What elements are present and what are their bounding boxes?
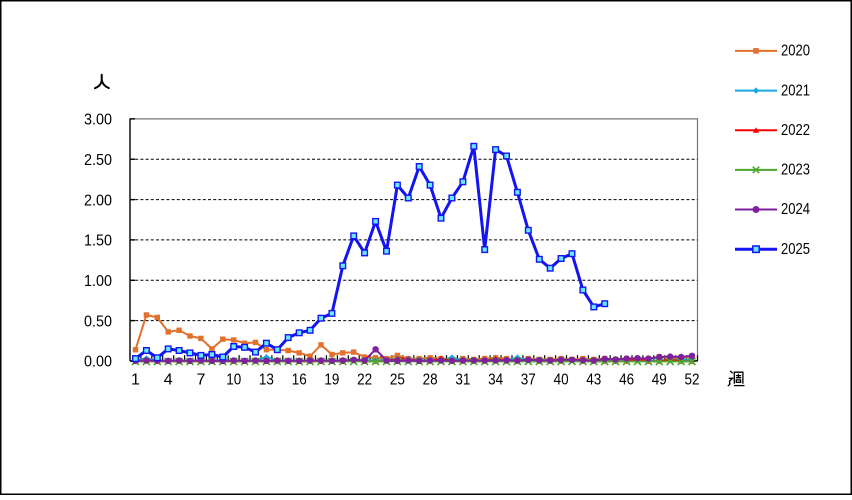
svg-text:2023: 2023: [781, 162, 810, 179]
svg-text:40: 40: [554, 372, 569, 389]
svg-text:46: 46: [619, 372, 634, 389]
svg-text:43: 43: [586, 372, 601, 389]
svg-text:7: 7: [196, 372, 205, 389]
svg-text:1.00: 1.00: [84, 273, 112, 290]
svg-text:0.50: 0.50: [84, 313, 112, 330]
svg-text:16: 16: [292, 372, 307, 389]
svg-text:31: 31: [455, 372, 470, 389]
svg-text:19: 19: [324, 372, 339, 389]
svg-text:37: 37: [521, 372, 536, 389]
svg-text:25: 25: [390, 372, 405, 389]
svg-text:13: 13: [259, 372, 274, 389]
svg-text:3.00: 3.00: [84, 112, 112, 129]
svg-text:2024: 2024: [781, 201, 810, 218]
svg-text:34: 34: [488, 372, 503, 389]
svg-text:2021: 2021: [781, 82, 810, 99]
svg-text:2022: 2022: [781, 122, 810, 139]
svg-text:4: 4: [164, 372, 173, 389]
svg-text:10: 10: [226, 372, 241, 389]
svg-text:0.00: 0.00: [84, 354, 112, 371]
svg-text:2.00: 2.00: [84, 192, 112, 209]
svg-text:2.50: 2.50: [84, 152, 112, 169]
svg-text:28: 28: [423, 372, 438, 389]
svg-text:49: 49: [652, 372, 667, 389]
svg-text:52: 52: [685, 372, 700, 389]
svg-text:22: 22: [357, 372, 372, 389]
svg-text:2025: 2025: [781, 241, 810, 258]
svg-text:1: 1: [131, 372, 140, 389]
svg-text:2020: 2020: [781, 43, 810, 60]
svg-text:1.50: 1.50: [84, 233, 112, 250]
